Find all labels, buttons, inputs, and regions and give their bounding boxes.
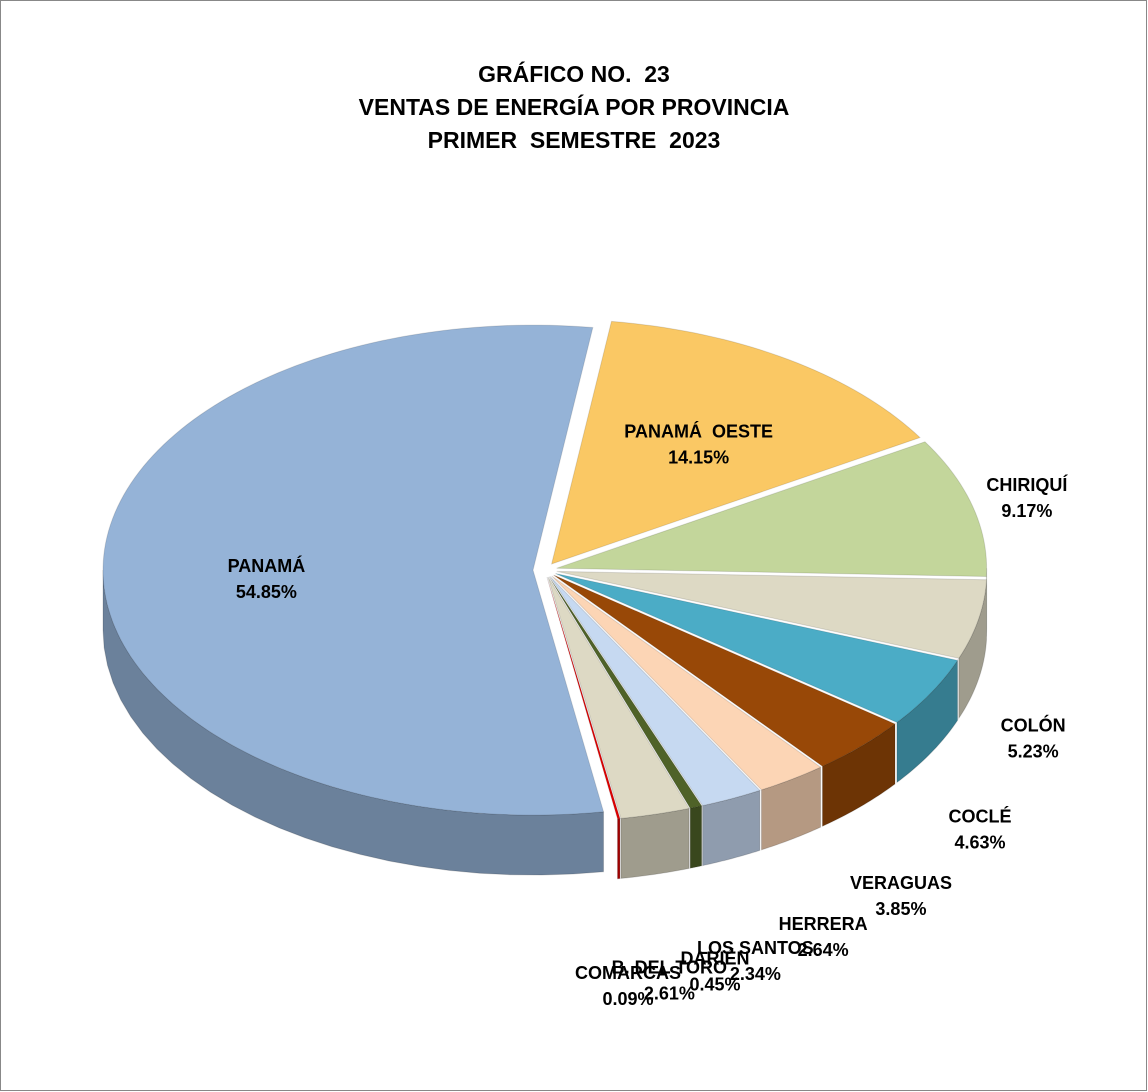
data-label-value: 54.85% xyxy=(236,582,297,602)
data-label: COLÓN 5.23% xyxy=(1001,715,1066,762)
pie-slice xyxy=(547,576,690,819)
data-label: HERRERA 2.64% xyxy=(779,914,868,960)
pie-slice-side xyxy=(821,722,896,828)
data-label: LOS SANTOS 2.34% xyxy=(697,938,814,984)
data-label-name: PANAMÁ OESTE xyxy=(624,420,773,441)
data-label-name: DARIÉN xyxy=(681,948,750,969)
data-label-value: 2.61% xyxy=(644,984,695,1004)
chart-title: VENTAS DE ENERGÍA POR PROVINCIA xyxy=(359,93,790,120)
data-label: B. DEL TORO 2.61% xyxy=(612,958,727,1004)
data-label: PANAMÁ OESTE 14.15% xyxy=(624,420,773,467)
pie-slice xyxy=(549,576,761,807)
pie-slice xyxy=(102,324,605,816)
pie-slice-side xyxy=(617,817,621,880)
data-label-value: 2.64% xyxy=(798,940,849,960)
pie-slice xyxy=(555,573,959,724)
pie-slice xyxy=(548,576,703,809)
data-label: PANAMÁ 54.85% xyxy=(228,555,306,602)
data-label-value: 4.63% xyxy=(955,832,1006,852)
pie-slice-side xyxy=(689,805,703,869)
data-label-value: 3.85% xyxy=(875,899,926,919)
data-label: COMARCAS 0.09% xyxy=(575,963,681,1009)
pie-slice xyxy=(556,441,988,578)
data-label-name: B. DEL TORO xyxy=(612,958,727,978)
data-label-name: COMARCAS xyxy=(575,963,681,983)
pie-slice-side xyxy=(702,789,761,867)
data-label-name: VERAGUAS xyxy=(850,873,952,893)
data-label-value: 14.15% xyxy=(668,447,729,467)
data-label-value: 5.23% xyxy=(1008,742,1059,762)
data-label-value: 9.17% xyxy=(1001,501,1052,521)
pie-slice xyxy=(556,570,988,659)
data-label: DARIÉN 0.45% xyxy=(681,948,750,995)
chart-title: GRÁFICO NO. 23 xyxy=(478,60,670,87)
pie-slice-side xyxy=(958,579,988,720)
data-label-value: 2.34% xyxy=(730,964,781,984)
pie-slice xyxy=(550,320,921,565)
data-label-name: COLÓN xyxy=(1001,715,1066,736)
data-label: VERAGUAS 3.85% xyxy=(850,873,952,919)
pie-slice-side xyxy=(620,807,690,879)
pie-slice xyxy=(546,576,621,820)
data-label-value: 0.09% xyxy=(603,989,654,1009)
data-label-value: 0.45% xyxy=(690,975,741,995)
pie-slice xyxy=(553,574,897,767)
data-label: COCLÉ 4.63% xyxy=(949,805,1012,852)
data-label-name: PANAMÁ xyxy=(228,555,306,576)
data-label-name: CHIRIQUÍ xyxy=(986,474,1068,495)
data-label-name: HERRERA xyxy=(779,914,868,934)
data-label: CHIRIQUÍ 9.17% xyxy=(986,474,1068,521)
pie-slice xyxy=(551,575,822,791)
data-label-name: COCLÉ xyxy=(949,805,1012,826)
pie-slice-side xyxy=(760,766,822,851)
chart-title: PRIMER SEMESTRE 2023 xyxy=(428,127,721,153)
pie-slice-side xyxy=(896,658,959,784)
data-label-name: LOS SANTOS xyxy=(697,938,814,958)
